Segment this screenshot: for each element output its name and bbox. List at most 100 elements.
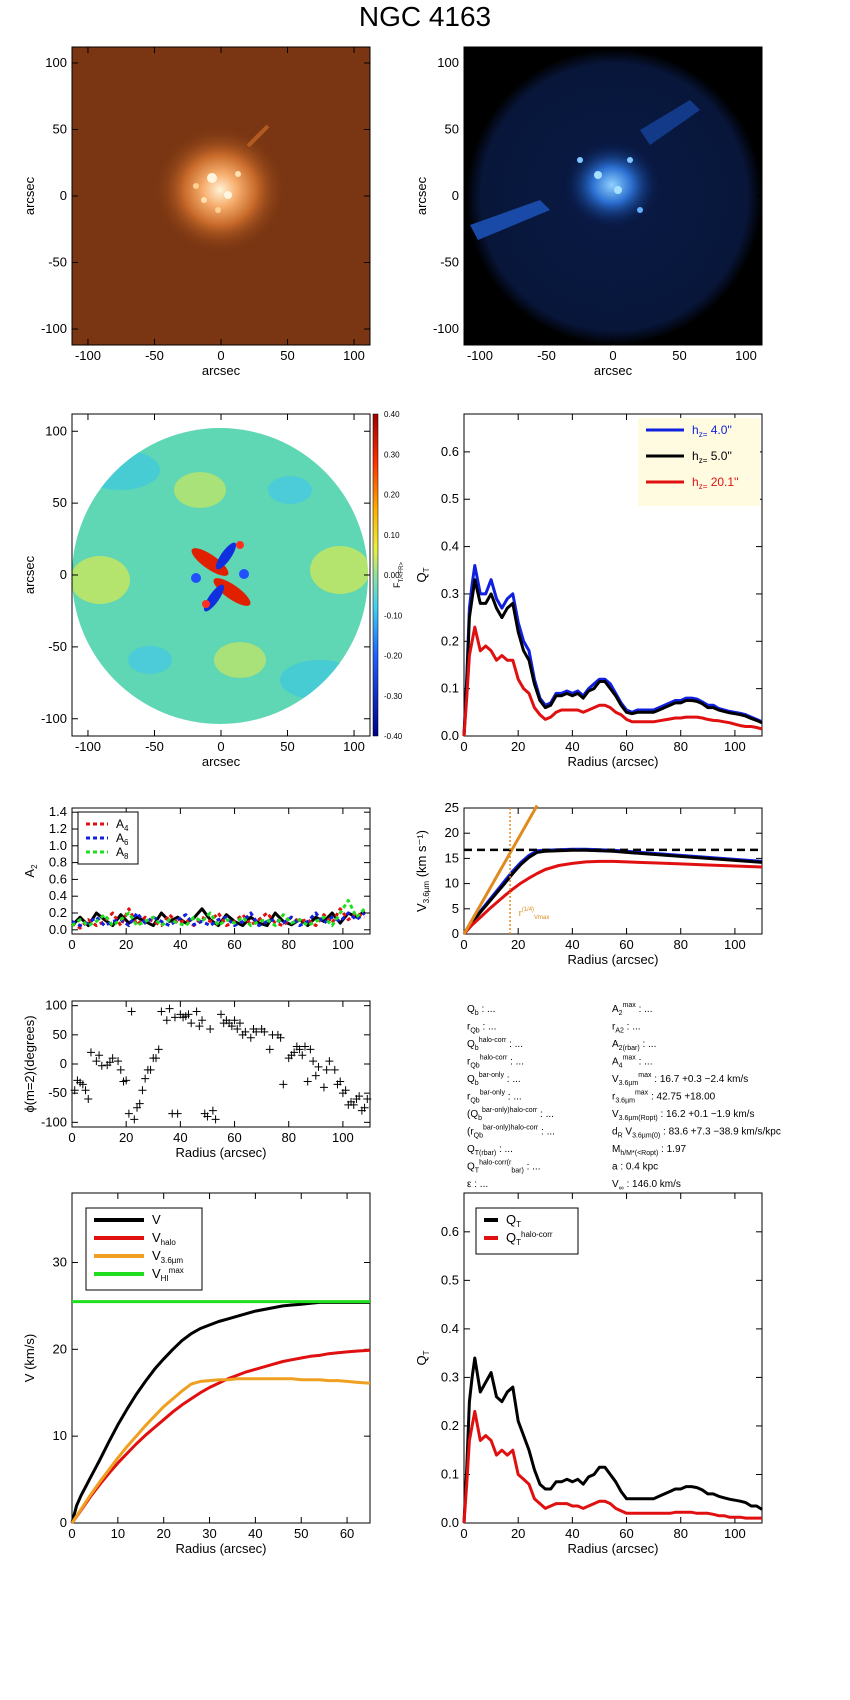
phase-point	[241, 1027, 250, 1036]
qt1-frame	[463, 413, 763, 737]
info-right-line: V∞​ : 146.0 km/s	[612, 1179, 681, 1192]
a2-legend-label: A6​	[116, 831, 129, 847]
a2-xtick-label: 20	[119, 937, 133, 952]
phase-point	[341, 1086, 350, 1095]
phase-point	[84, 1095, 93, 1103]
vrot-xtick-label: 20	[511, 937, 525, 952]
qt1-xtick-label: 0	[460, 739, 467, 754]
phase-point	[230, 1016, 239, 1025]
vcomp-series-line	[70, 1348, 371, 1524]
a2-xtick-label: 60	[227, 937, 241, 952]
qt1-legend-box	[638, 418, 760, 506]
phase-point	[124, 1109, 133, 1118]
vrot-frame	[463, 807, 763, 935]
phase-point	[325, 1057, 334, 1066]
img1-xtick-label: 0	[217, 348, 224, 363]
info-right-line: V3.6µm​max​ : 16.7 +0.3 −2.4 km/s	[612, 1072, 748, 1087]
qt2-legend-label: QT​halo-corr​	[506, 1230, 553, 1247]
qt2-legend: QT​QT​halo-corr​	[475, 1207, 579, 1255]
vcomp-xlabel: Radius (arcsec)	[175, 1541, 266, 1556]
info-right-line: A4​max​ : ...	[612, 1055, 652, 1070]
qt2-xlabel: Radius (arcsec)	[567, 1541, 658, 1556]
colorbar-label: FT/<F​R>​	[392, 562, 405, 588]
phase-point	[363, 1095, 372, 1103]
info-right-line: r3.6µm​max​ : 42.75 +18.00	[612, 1090, 716, 1105]
a2-ytick-label: 0.4	[49, 888, 67, 903]
phase-point	[86, 1048, 95, 1057]
phase-point	[295, 1045, 304, 1054]
info-right-line: V3.6µm(R​opt)​ : 16.2 +0.1 −1.9 km/s	[612, 1109, 754, 1122]
phase-point	[309, 1057, 318, 1066]
phase-point	[70, 1086, 79, 1095]
vrot-xtick-label: 80	[673, 937, 687, 952]
img2-xtick-label: 50	[672, 348, 686, 363]
vcomp-ylabel: V (km/s)	[22, 1334, 37, 1382]
phase-point	[95, 1051, 104, 1060]
phase-point	[127, 1007, 136, 1016]
vrot-xtick-label: 40	[565, 937, 579, 952]
phase-point	[276, 1033, 285, 1042]
qt2-ytick-label: 0.4	[441, 1321, 459, 1336]
img2-xtick-label: 0	[609, 348, 616, 363]
phase-point	[108, 1054, 117, 1063]
img3-xlabel: arcsec	[202, 754, 241, 769]
img3-ytick-label: -50	[48, 639, 67, 654]
qt1-xtick-label: 60	[619, 739, 633, 754]
galaxy-image-blue	[464, 47, 762, 345]
phase-point	[311, 1071, 320, 1080]
phase-point	[360, 1103, 369, 1112]
phase-ylabel: ϕ(m=2)(degrees)	[22, 1015, 37, 1112]
a2-series-line	[70, 907, 366, 928]
colorbar-tick-label: 0.10	[384, 531, 400, 540]
qt2-ytick-label: 0.0	[441, 1515, 459, 1530]
img2-xlabel: arcsec	[594, 363, 633, 378]
qt2-ytick-label: 0.6	[441, 1224, 459, 1239]
img1-xtick-label: 50	[280, 348, 294, 363]
img3-axes: -100 -50 0 50 100 -100 -50 0 50 100 arcsec arcsec	[22, 413, 371, 769]
img3-xtick-label: 0	[217, 739, 224, 754]
vrot-axes: 0 20 40 60 80 100 0 5 10 15 20 25 Radius (arcsec) V3.…	[414, 800, 763, 967]
vrot-ytick-label: 15	[445, 850, 459, 865]
img1-ytick-label: 50	[53, 121, 67, 136]
vrot-ytick-label: 25	[445, 800, 459, 815]
phase-axes: 0 20 40 60 80 100 -100 -50 0 50 100 Radius (arcsec)…	[22, 998, 371, 1160]
phase-point	[306, 1045, 315, 1054]
img2-ylabel: arcsec	[414, 176, 429, 215]
phase-point	[173, 1109, 182, 1118]
a2-legend-label: A4​	[116, 817, 129, 833]
galaxy-image-orange	[72, 47, 370, 345]
phase-point	[300, 1042, 309, 1051]
phase-point	[130, 1115, 139, 1124]
vcomp-legend-label: V	[152, 1212, 161, 1227]
vrot-xtick-label: 100	[724, 937, 746, 952]
a2-series-line	[71, 907, 366, 930]
phase-point	[141, 1074, 150, 1083]
img2-ytick-label: 0	[452, 188, 459, 203]
phase-point	[279, 1080, 288, 1089]
phase-point	[114, 1057, 123, 1066]
colorbar-tick-label: 0.00	[384, 571, 400, 580]
vrot-ytick-label: 20	[445, 825, 459, 840]
phase-point	[135, 1099, 144, 1108]
img2-xtick-label: 100	[735, 348, 757, 363]
img2-ytick-label: -50	[440, 255, 459, 270]
qt1-series-line	[462, 578, 763, 737]
a2-series-line	[71, 898, 366, 928]
phase-point	[116, 1065, 125, 1074]
img2-axes: -100 -50 0 50 100 -100 -50 0 50 100 arcsec arcsec	[414, 46, 763, 378]
phase-point	[151, 1054, 160, 1063]
phase-point	[92, 1057, 101, 1066]
phase-point	[260, 1027, 269, 1036]
a2-xtick-label: 0	[68, 937, 75, 952]
a2-ytick-label: 1.0	[49, 838, 67, 853]
phase-point	[133, 1103, 142, 1112]
img1-axes: -100 -50 0 50 100 -100 -50 0 50 100 arcsec arcsec	[22, 46, 371, 378]
img1-ylabel: arcsec	[22, 176, 37, 215]
vcomp-ytick-label: 0	[60, 1515, 67, 1530]
vrot-xtick-label: 60	[619, 937, 633, 952]
info-left-line: (Qb​bar-only)​halo-corr​ : ...	[467, 1107, 554, 1122]
info-left-line: Qb​ : ...	[467, 1004, 495, 1017]
qt1-ytick-label: 0.1	[441, 681, 459, 696]
img3-ylabel: arcsec	[22, 555, 37, 594]
qt2-series-line	[462, 1409, 762, 1524]
